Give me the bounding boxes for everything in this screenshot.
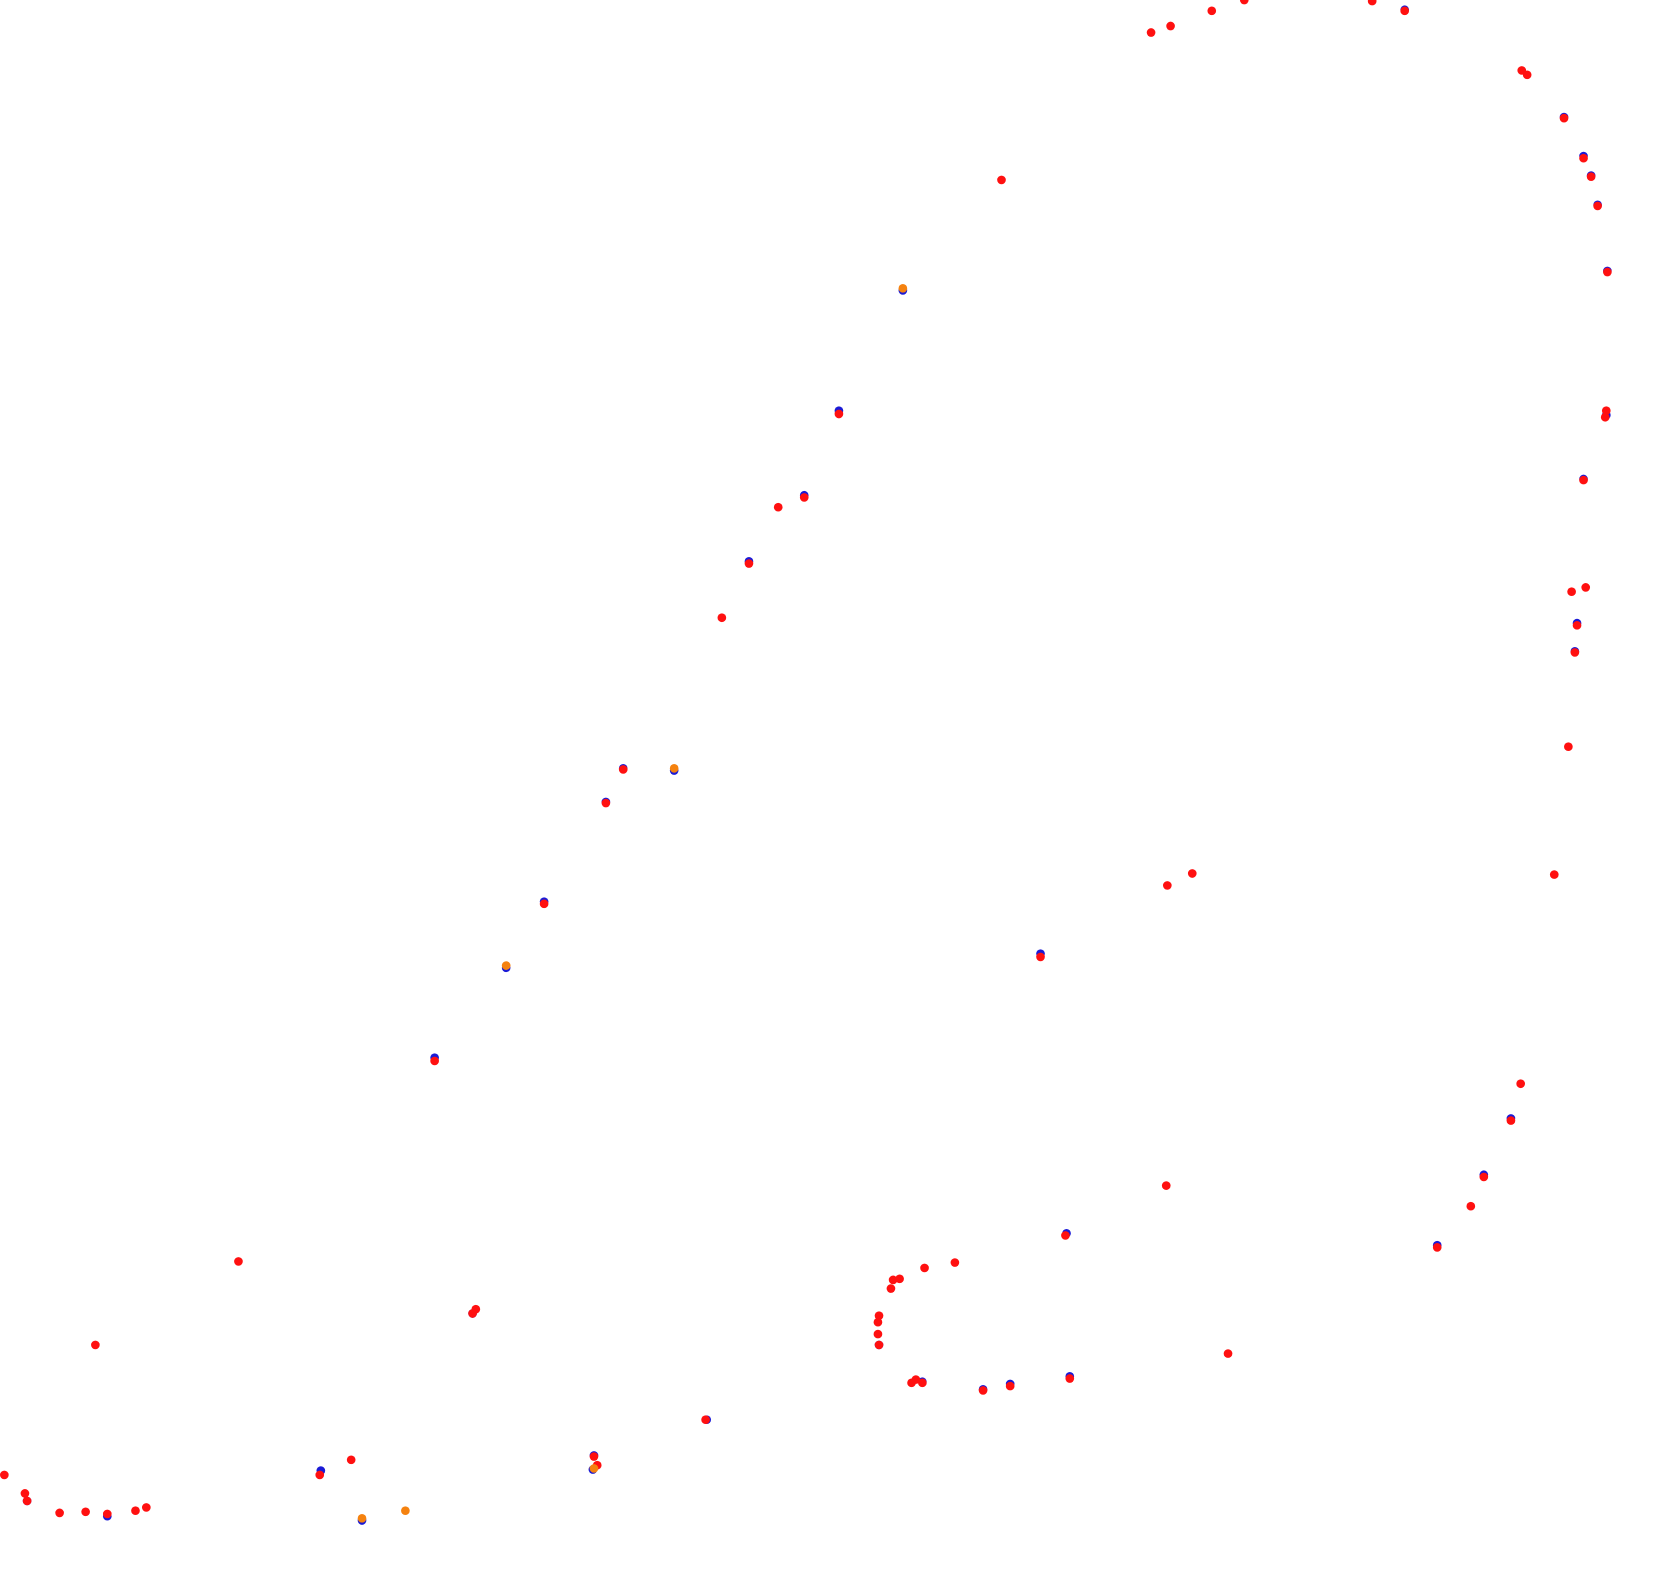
scatter-point — [895, 1274, 904, 1284]
scatter-point — [1522, 70, 1532, 80]
scatter-point — [1005, 1381, 1015, 1391]
scatter-point — [1400, 6, 1410, 16]
scatter-point — [978, 1386, 988, 1395]
scatter-point — [539, 899, 549, 909]
scatter-point — [1207, 6, 1217, 16]
scatter-point — [873, 1329, 883, 1339]
scatter-point — [1586, 172, 1596, 181]
scatter-point — [1567, 587, 1576, 597]
scatter-point — [1162, 881, 1172, 890]
scatter-point — [1603, 267, 1612, 277]
scatter-point — [888, 1275, 898, 1285]
scatter-point — [1166, 21, 1175, 31]
scatter-point — [669, 764, 679, 773]
scatter-point — [102, 1509, 112, 1519]
scatter-point — [81, 1507, 90, 1517]
scatter-point — [997, 175, 1006, 185]
scatter-point — [1187, 869, 1197, 878]
scatter-point — [22, 1496, 32, 1506]
scatter-point — [1559, 113, 1569, 123]
scatter-point — [1570, 648, 1580, 657]
scatter-point — [1600, 412, 1610, 422]
scatter-point — [1579, 153, 1588, 163]
scatter-point — [1581, 583, 1591, 592]
scatter-point — [874, 1340, 884, 1350]
scatter-point — [357, 1513, 367, 1523]
scatter-point — [918, 1378, 927, 1388]
scatter-point — [886, 1284, 896, 1293]
scatter-point — [1036, 952, 1045, 962]
scatter-point — [1549, 870, 1559, 879]
scatter-point — [1161, 1181, 1171, 1190]
scatter-point — [950, 1258, 960, 1267]
scatter-point — [315, 1470, 325, 1480]
scatter-point — [618, 765, 628, 774]
scatter-point — [1061, 1231, 1070, 1240]
scatter-point — [1564, 742, 1573, 752]
scatter-point — [717, 613, 727, 623]
scatter-point — [1516, 1079, 1526, 1089]
scatter-point — [91, 1340, 100, 1350]
scatter-point — [1601, 406, 1611, 416]
scatter-point — [589, 1452, 599, 1461]
scatter-point — [1572, 620, 1582, 630]
scatter-point — [234, 1257, 243, 1266]
scatter-point — [834, 409, 844, 419]
scatter-point — [1593, 201, 1602, 211]
scatter-point — [1579, 475, 1588, 485]
scatter-point — [131, 1506, 140, 1516]
scatter-point — [920, 1263, 929, 1273]
scatter-point — [601, 798, 611, 808]
scatter-point — [1479, 1172, 1489, 1182]
scatter-point — [1367, 0, 1377, 6]
scatter-point — [468, 1309, 477, 1318]
scatter-point — [589, 1464, 599, 1473]
scatter-point — [1239, 0, 1249, 5]
scatter-point — [744, 559, 754, 568]
scatter-point — [1466, 1201, 1476, 1211]
scatter-point — [401, 1506, 410, 1516]
scatter-point — [773, 502, 783, 512]
scatter-point — [1223, 1349, 1233, 1358]
scatter-point — [1146, 28, 1156, 37]
scatter-point — [799, 493, 809, 502]
scatter-point — [1432, 1243, 1442, 1252]
scatter-point — [20, 1489, 30, 1498]
scatter-point — [1065, 1374, 1075, 1383]
scatter-point — [701, 1415, 710, 1425]
scatter-point — [501, 961, 511, 970]
scatter-point — [907, 1378, 916, 1388]
scatter-point — [873, 1317, 883, 1327]
scatter-point — [874, 1311, 884, 1320]
scatter-point — [346, 1455, 356, 1465]
scatter-point — [1506, 1116, 1516, 1125]
scatter-point — [141, 1503, 151, 1512]
scatter-point — [430, 1056, 439, 1066]
scatter-point — [898, 283, 908, 293]
scatter-point — [0, 1470, 9, 1480]
scatter-point — [55, 1508, 64, 1518]
